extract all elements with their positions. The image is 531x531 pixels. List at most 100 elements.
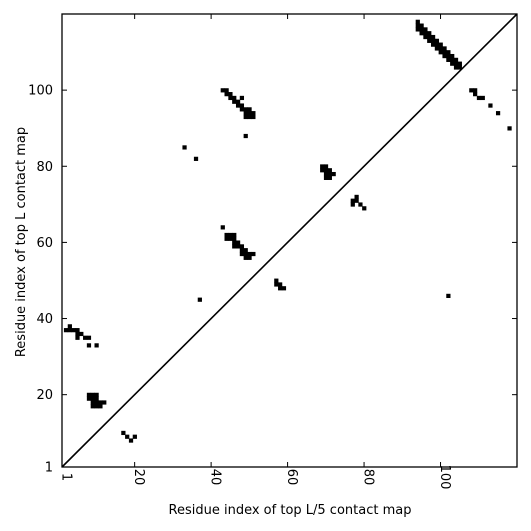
y-axis: 1 20 40 60 80 100 — [28, 84, 517, 476]
contact-point — [419, 23, 424, 28]
contact-point — [274, 278, 279, 283]
contact-point — [442, 53, 447, 59]
contact-point — [71, 328, 76, 333]
contact-point — [331, 171, 336, 177]
x-tick-label: 60 — [284, 469, 299, 486]
contact-point — [90, 404, 95, 409]
contact-point — [430, 38, 436, 43]
contact-point — [224, 236, 229, 241]
contact-point — [323, 164, 329, 169]
y-tick-label: 60 — [36, 236, 53, 251]
contact-point — [323, 168, 329, 173]
contact-points — [63, 19, 512, 443]
contact-point — [94, 343, 99, 348]
contact-point — [86, 335, 92, 340]
contact-point — [232, 236, 237, 241]
contact-point — [247, 111, 252, 116]
contact-point — [278, 286, 283, 291]
contact-point — [427, 31, 432, 36]
contact-point — [469, 88, 474, 93]
contact-point — [193, 156, 199, 161]
contact-point — [228, 92, 233, 97]
contact-point — [450, 61, 455, 66]
contact-point — [247, 251, 252, 257]
contact-point — [323, 175, 329, 180]
contact-point — [247, 114, 252, 120]
contact-point — [90, 392, 95, 397]
contact-point — [94, 400, 99, 405]
y-tick-label: 20 — [36, 388, 53, 403]
contact-point — [450, 53, 455, 59]
contact-point — [182, 145, 187, 150]
contact-point — [239, 251, 245, 257]
contact-point — [446, 293, 451, 299]
contact-point — [507, 126, 512, 131]
contact-point — [86, 396, 92, 401]
contact-point — [86, 392, 92, 397]
contact-point — [90, 396, 95, 401]
contact-point — [247, 107, 252, 112]
x-axis: 1 20 40 60 80 100 — [59, 14, 452, 490]
contact-point — [94, 404, 99, 409]
contact-point — [235, 103, 241, 108]
contact-point — [419, 27, 424, 32]
contact-point — [434, 38, 440, 43]
contact-point — [235, 244, 241, 249]
contact-point — [243, 133, 248, 139]
contact-point — [125, 434, 130, 439]
contact-point — [247, 255, 252, 260]
contact-point — [450, 57, 455, 62]
contact-point — [224, 88, 229, 93]
contact-point — [75, 335, 80, 340]
x-tick-label: 1 — [59, 473, 74, 481]
contact-point — [67, 324, 72, 329]
contact-point — [423, 27, 428, 32]
contact-point — [278, 282, 283, 287]
x-tick-label: 40 — [208, 469, 223, 486]
contact-point — [94, 396, 99, 401]
contact-point — [243, 107, 248, 112]
contact-point — [235, 99, 241, 104]
contact-point — [220, 225, 225, 230]
contact-point — [320, 168, 325, 173]
contact-point — [98, 400, 103, 405]
contact-point — [281, 286, 287, 291]
y-tick-label: 100 — [28, 84, 53, 99]
contact-point — [83, 335, 88, 340]
contact-point — [362, 206, 367, 211]
contact-point — [495, 111, 501, 116]
contact-point — [79, 331, 84, 337]
y-tick-label: 40 — [36, 312, 53, 327]
contact-point — [94, 392, 99, 397]
contact-point — [480, 95, 485, 101]
x-tick-label: 100 — [437, 465, 452, 490]
contact-point — [228, 95, 233, 101]
contact-point — [442, 46, 447, 51]
contact-point — [434, 42, 440, 47]
y-axis-label: Residue index of top L contact map — [14, 127, 29, 357]
contact-point — [90, 400, 95, 405]
x-axis-label: Residue index of top L/5 contact map — [169, 503, 412, 518]
contact-point — [350, 198, 355, 203]
contact-point — [419, 31, 424, 36]
diagonal-line — [61, 13, 518, 468]
contact-point — [239, 107, 245, 112]
plot-frame — [61, 13, 518, 468]
contact-point — [251, 111, 256, 116]
contact-point — [243, 111, 248, 116]
contact-point — [197, 297, 202, 302]
contact-point — [67, 328, 72, 333]
contact-point — [453, 61, 459, 66]
contact-point — [438, 50, 443, 55]
contact-point — [121, 430, 126, 436]
contact-point — [320, 164, 325, 169]
contact-point — [235, 240, 241, 245]
contact-point — [430, 42, 436, 47]
contact-point — [243, 255, 248, 260]
contact-point — [415, 27, 420, 32]
contact-point — [323, 171, 329, 177]
x-tick-label: 80 — [361, 469, 376, 486]
contact-point — [232, 95, 237, 101]
contact-point — [63, 328, 69, 333]
